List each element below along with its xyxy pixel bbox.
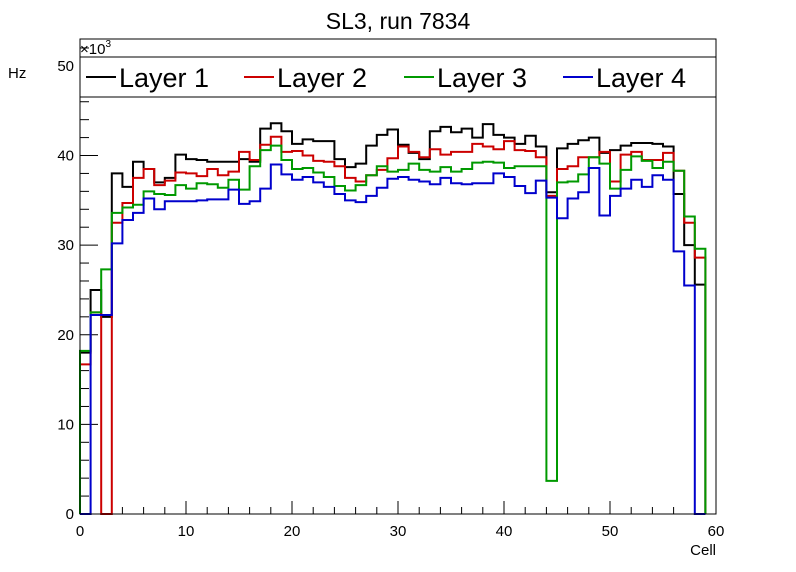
y-tick-label: 20 bbox=[57, 327, 74, 344]
x-tick-label: 20 bbox=[284, 523, 301, 540]
legend-entry: Layer 1 bbox=[119, 63, 209, 93]
series-line-3 bbox=[79, 144, 707, 514]
x-axis-label: Cell bbox=[690, 542, 716, 559]
x-tick-label: 50 bbox=[602, 523, 619, 540]
x-tick-label: 30 bbox=[390, 523, 407, 540]
y-tick-label: 50 bbox=[57, 58, 74, 75]
x-tick-label: 40 bbox=[496, 523, 513, 540]
y-tick-label: 0 bbox=[66, 506, 74, 523]
y-multiplier-exponent: 3 bbox=[105, 39, 111, 50]
y-multiplier-base: ×10 bbox=[80, 41, 105, 58]
x-tick-label: 0 bbox=[76, 523, 84, 540]
series-lines bbox=[79, 122, 707, 515]
y-multiplier: ×103 bbox=[80, 39, 111, 58]
series-line-4 bbox=[80, 163, 706, 515]
plot-frame bbox=[79, 38, 717, 515]
series-line-1 bbox=[79, 122, 707, 514]
chart-title: SL3, run 7834 bbox=[326, 8, 471, 34]
y-tick-label: 30 bbox=[57, 237, 74, 254]
legend-entry: Layer 4 bbox=[596, 63, 686, 93]
y-tick-label: 10 bbox=[57, 416, 74, 433]
axis-ticks: 0 10 20 30 40 50 60 0 10 20 30 40 50 bbox=[57, 47, 725, 540]
legend-entry: Layer 3 bbox=[437, 63, 527, 93]
legend: Layer 1 Layer 2 Layer 3 Layer 4 bbox=[79, 56, 717, 98]
legend-entry: Layer 2 bbox=[277, 63, 367, 93]
y-tick-label: 40 bbox=[57, 148, 74, 165]
y-axis-label: Hz bbox=[8, 65, 26, 82]
x-tick-label: 10 bbox=[178, 523, 195, 540]
legend-box bbox=[79, 56, 717, 98]
x-tick-label: 60 bbox=[708, 523, 725, 540]
